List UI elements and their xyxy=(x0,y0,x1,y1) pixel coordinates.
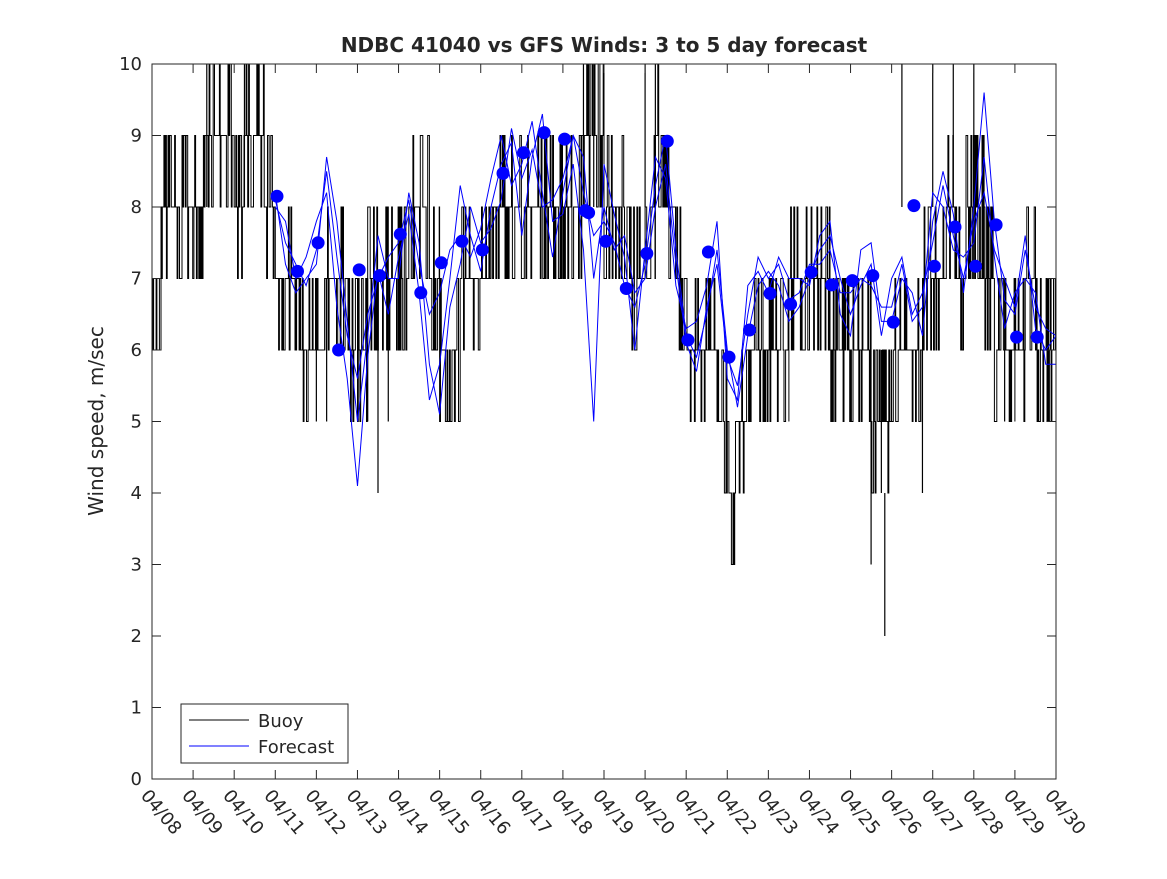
forecast-marker xyxy=(722,350,736,364)
forecast-marker xyxy=(1030,330,1044,344)
legend-box xyxy=(180,703,349,764)
forecast-marker xyxy=(825,278,839,292)
forecast-marker xyxy=(291,264,304,278)
forecast-marker xyxy=(660,134,674,148)
y-axis: 0 1 2 3 4 5 6 7 8 9 10 xyxy=(119,54,1056,790)
buoy-series xyxy=(152,63,1056,636)
forecast-marker xyxy=(681,333,695,347)
y-tick-label: 6 xyxy=(131,340,142,361)
y-tick-label: 1 xyxy=(131,698,142,719)
legend-label-buoy: Buoy xyxy=(258,711,304,732)
legend-label-forecast: Forecast xyxy=(258,737,334,758)
forecast-marker xyxy=(558,132,572,146)
forecast-marker xyxy=(927,259,941,273)
forecast-marker xyxy=(845,274,859,288)
plot-area xyxy=(151,63,1057,780)
forecast-marker xyxy=(784,297,798,311)
forecast-marker xyxy=(701,245,715,259)
y-tick-label: 3 xyxy=(131,555,142,576)
forecast-marker xyxy=(434,256,448,270)
forecast-marker xyxy=(517,146,530,160)
y-tick-label: 9 xyxy=(131,126,142,147)
forecast-marker xyxy=(866,269,880,283)
forecast-marker xyxy=(270,189,284,203)
forecast-markers xyxy=(270,126,1044,364)
forecast-marker xyxy=(414,286,428,300)
forecast-line-run-1 xyxy=(274,92,1056,486)
forecast-marker xyxy=(1010,330,1024,344)
forecast-marker xyxy=(537,126,551,140)
chart-title: NDBC 41040 vs GFS Winds: 3 to 5 day fore… xyxy=(341,33,868,57)
forecast-marker xyxy=(907,199,921,213)
y-tick-label: 8 xyxy=(131,197,142,218)
forecast-marker xyxy=(989,218,1003,232)
y-tick-label: 2 xyxy=(131,626,142,647)
y-tick-label: 7 xyxy=(131,269,142,290)
forecast-marker xyxy=(886,315,900,329)
y-tick-label: 5 xyxy=(131,412,142,433)
forecast-marker xyxy=(332,343,346,357)
forecast-marker xyxy=(619,282,633,295)
y-tick-label: 0 xyxy=(131,769,142,790)
forecast-marker xyxy=(582,206,596,220)
forecast-marker xyxy=(393,227,407,241)
forecast-marker xyxy=(763,287,777,300)
forecast-marker xyxy=(311,236,325,250)
forecast-marker xyxy=(352,263,366,277)
legend: Buoy Forecast xyxy=(180,703,349,764)
forecast-marker xyxy=(969,259,982,273)
forecast-marker xyxy=(455,234,469,248)
forecast-marker xyxy=(373,269,387,283)
forecast-line-run-2 xyxy=(274,128,1056,422)
forecast-marker xyxy=(475,243,489,257)
y-tick-label: 4 xyxy=(131,483,142,504)
forecast-marker xyxy=(743,323,756,337)
forecast-marker xyxy=(804,265,818,279)
forecast-marker xyxy=(599,234,613,248)
y-tick-label: 10 xyxy=(119,54,142,75)
forecast-marker xyxy=(496,166,510,180)
forecast-marker xyxy=(640,247,654,260)
forecast-marker xyxy=(948,220,962,234)
y-axis-label: Wind speed, m/sec xyxy=(84,326,108,516)
